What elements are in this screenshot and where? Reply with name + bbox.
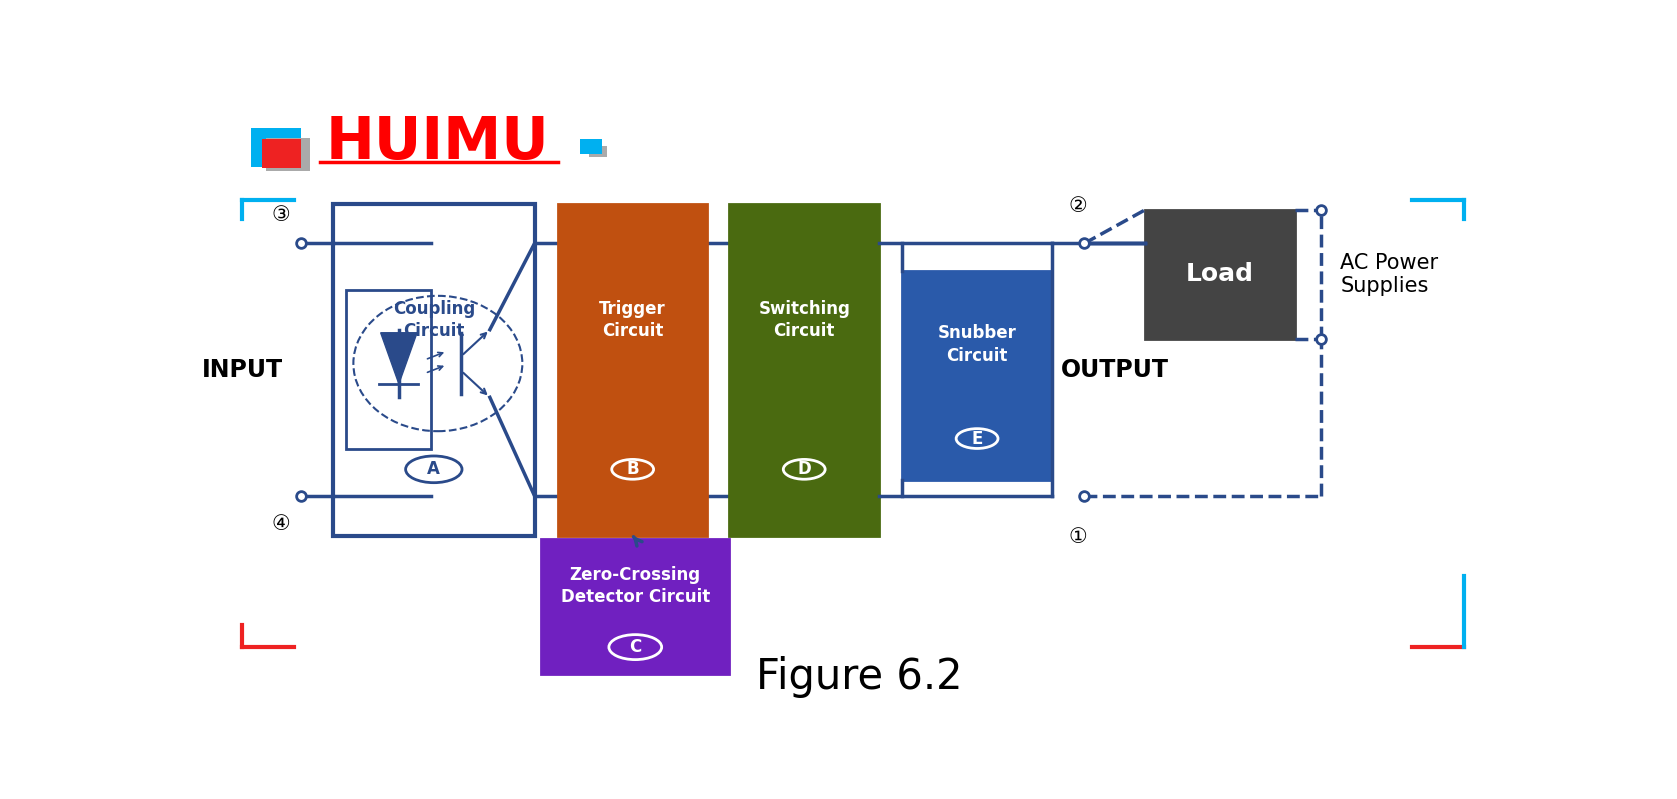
Text: INPUT: INPUT <box>201 358 283 382</box>
FancyBboxPatch shape <box>252 129 300 167</box>
Text: Coupling
Circuit: Coupling Circuit <box>392 300 475 340</box>
FancyBboxPatch shape <box>902 271 1051 480</box>
FancyBboxPatch shape <box>1145 209 1295 339</box>
Text: D: D <box>797 460 812 479</box>
Text: HUIMU: HUIMU <box>325 113 548 170</box>
Text: Trigger
Circuit: Trigger Circuit <box>599 300 666 340</box>
Text: ①: ① <box>1068 527 1087 547</box>
Text: AC Power
Supplies: AC Power Supplies <box>1340 252 1439 296</box>
Text: Zero-Crossing
Detector Circuit: Zero-Crossing Detector Circuit <box>560 566 709 606</box>
Text: Figure 6.2: Figure 6.2 <box>756 656 963 698</box>
FancyBboxPatch shape <box>542 539 729 674</box>
Text: ②: ② <box>1068 196 1087 216</box>
FancyBboxPatch shape <box>334 204 535 536</box>
Text: Load: Load <box>1186 262 1254 286</box>
Text: ④: ④ <box>272 515 290 535</box>
Text: OUTPUT: OUTPUT <box>1062 358 1169 382</box>
FancyBboxPatch shape <box>729 204 879 536</box>
Polygon shape <box>381 332 418 384</box>
Text: ③: ③ <box>272 205 290 225</box>
Text: A: A <box>428 460 441 479</box>
FancyBboxPatch shape <box>589 145 607 157</box>
Text: Snubber
Circuit: Snubber Circuit <box>937 324 1016 364</box>
Text: C: C <box>629 638 641 656</box>
FancyBboxPatch shape <box>265 137 310 171</box>
Text: E: E <box>971 430 983 447</box>
FancyBboxPatch shape <box>262 139 300 169</box>
FancyBboxPatch shape <box>580 139 602 153</box>
FancyBboxPatch shape <box>558 204 708 536</box>
Text: Switching
Circuit: Switching Circuit <box>758 300 850 340</box>
Text: B: B <box>626 460 639 479</box>
